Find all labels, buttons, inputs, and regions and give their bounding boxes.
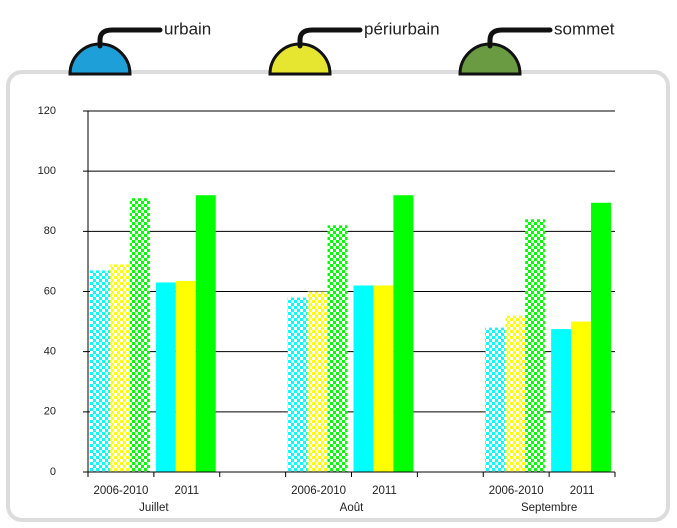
legend-leader — [97, 27, 163, 49]
bar — [505, 315, 526, 472]
bar — [353, 285, 374, 472]
x-tick-label: 2011 — [372, 485, 397, 497]
legend-label: sommet — [554, 19, 615, 38]
bar — [109, 264, 130, 472]
y-tick-label: 80 — [44, 225, 56, 237]
y-tick-label: 0 — [50, 466, 56, 478]
legend-label: périurbain — [364, 19, 440, 38]
y-tick-label: 100 — [38, 165, 56, 177]
bar — [327, 225, 348, 472]
bar — [175, 280, 196, 472]
y-tick-label: 60 — [44, 285, 56, 297]
bar — [307, 291, 328, 472]
group-label: Septembre — [521, 502, 577, 514]
x-tick-label: 2011 — [570, 485, 595, 497]
bar — [591, 202, 611, 473]
bar — [195, 195, 216, 472]
y-tick-label: 20 — [44, 406, 56, 418]
bar — [287, 297, 308, 472]
bar — [571, 321, 592, 472]
legend-leader — [487, 27, 553, 49]
legend: urbain périurbain sommet — [68, 19, 615, 76]
bar — [129, 198, 150, 472]
bar — [90, 270, 110, 472]
bar — [373, 285, 394, 472]
x-tick-label: 2006-2010 — [291, 485, 346, 497]
group-label: Juillet — [139, 502, 169, 514]
y-tick-label: 40 — [44, 346, 56, 358]
bar — [485, 327, 506, 472]
bar — [525, 219, 546, 472]
legend-label: urbain — [164, 19, 211, 38]
bar — [155, 282, 176, 472]
bar — [551, 329, 572, 472]
y-tick-label: 120 — [38, 105, 56, 117]
group-label: Août — [340, 502, 364, 514]
x-tick-label: 2006-2010 — [489, 485, 544, 497]
bar — [393, 195, 414, 472]
legend-leader — [297, 27, 363, 49]
x-tick-label: 2011 — [174, 485, 199, 497]
x-tick-label: 2006-2010 — [93, 485, 148, 497]
